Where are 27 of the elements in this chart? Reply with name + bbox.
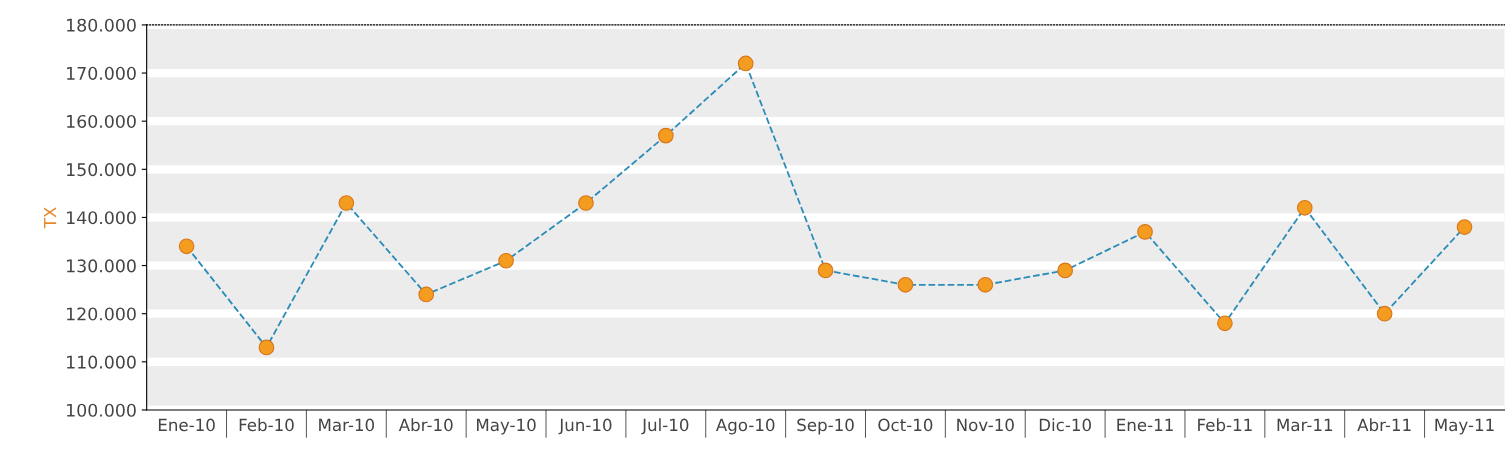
y-tick-label: 160.000 — [67, 114, 136, 129]
x-tick-label: Ene-11 — [1117, 418, 1173, 432]
y-tick-label: 140.000 — [67, 211, 136, 225]
x-tick-label: Abr-10 — [398, 418, 453, 432]
x-tick-label: Mar-11 — [1277, 418, 1333, 432]
y-tick-label: 180.000 — [67, 18, 136, 32]
x-tick-label: Ene-10 — [158, 418, 215, 432]
y-tick-label: 100.000 — [67, 403, 136, 417]
x-tick-label: Abr-11 — [1357, 418, 1411, 432]
x-tick-label: Feb-10 — [239, 418, 294, 432]
x-tick-label: Jul-10 — [641, 418, 689, 435]
x-tick-label: Dic-10 — [1039, 418, 1091, 432]
x-tick-label: Mar-10 — [319, 418, 375, 432]
y-tick-label: 110.000 — [67, 355, 136, 369]
x-tick-label: Oct-10 — [878, 418, 933, 432]
x-tick-label: Nov-10 — [957, 418, 1014, 432]
x-tick-label: Jun-10 — [558, 418, 612, 435]
y-tick-label: 130.000 — [67, 259, 136, 273]
y-tick-label: 150.000 — [67, 163, 136, 177]
x-tick-label: Sep-10 — [797, 418, 854, 435]
y-tick-label: 170.000 — [67, 66, 136, 80]
y-tick-label: 120.000 — [67, 307, 136, 321]
y-axis-title: TX — [43, 207, 57, 229]
x-tick-label: Feb-11 — [1198, 418, 1252, 432]
x-tick-label: Ago-10 — [715, 418, 775, 435]
x-tick-label: May-10 — [477, 418, 536, 435]
x-tick-label: May-11 — [1435, 418, 1494, 435]
